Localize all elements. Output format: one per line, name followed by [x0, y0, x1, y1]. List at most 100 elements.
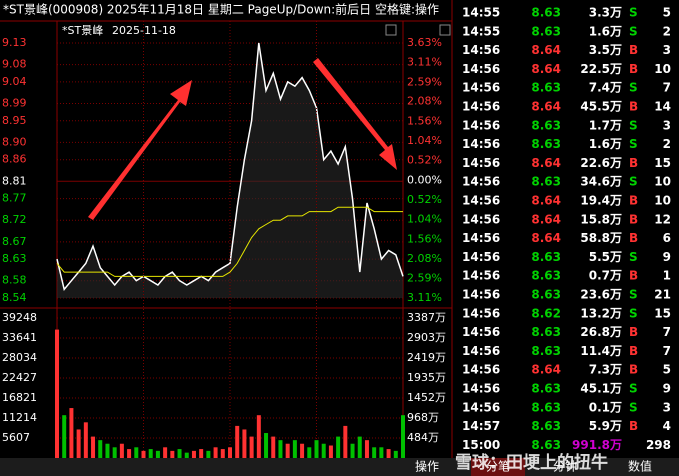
volume-bar	[350, 443, 355, 458]
trade-price: 8.62	[531, 306, 561, 320]
trade-count: 10	[654, 62, 671, 76]
y-tick-label: 8.67	[2, 235, 27, 248]
trade-volume: 1.6万	[589, 137, 622, 151]
trade-volume: 3.5万	[589, 43, 622, 57]
y2-tick-label: 2.59%	[407, 271, 442, 284]
trade-time: 14:56	[462, 382, 500, 396]
trade-side: B	[629, 194, 638, 208]
volume-bar	[285, 443, 290, 458]
trade-side: B	[629, 269, 638, 283]
trade-time: 14:56	[462, 212, 500, 226]
trade-count: 10	[654, 175, 671, 189]
tab[interactable]: 数值	[628, 459, 652, 474]
trade-count: 3	[663, 43, 671, 57]
trade-time: 14:56	[462, 269, 500, 283]
trade-side: B	[629, 212, 638, 226]
trade-price: 8.64	[531, 62, 561, 76]
y2-tick-label: 0.52%	[407, 154, 442, 167]
y2-tick-label: 0.00%	[407, 173, 442, 186]
arrow	[313, 58, 397, 170]
trade-time: 15:00	[462, 438, 500, 452]
trade-price: 8.64	[531, 363, 561, 377]
volume-bar	[357, 436, 362, 458]
volume-bar	[55, 329, 59, 458]
trade-side: B	[629, 419, 638, 433]
volume-bar	[206, 450, 211, 458]
y2-tick-label: 1935万	[407, 371, 446, 384]
y-tick-label: 16821	[2, 391, 37, 404]
volume-bar	[199, 449, 204, 458]
volume-bar	[177, 449, 182, 458]
trade-side: S	[629, 250, 638, 264]
trade-volume: 3.3万	[589, 6, 622, 20]
volume-bar	[343, 425, 348, 458]
volume-bar	[314, 440, 319, 458]
trade-count: 15	[654, 306, 671, 320]
trade-price: 8.63	[531, 24, 561, 38]
y2-tick-label: 1452万	[407, 391, 446, 404]
trade-side: B	[629, 325, 638, 339]
trade-count: 4	[663, 419, 671, 433]
trade-price: 8.63	[531, 325, 561, 339]
y-tick-label: 8.63	[2, 252, 27, 265]
window-button[interactable]	[439, 24, 451, 36]
trade-count: 15	[654, 156, 671, 170]
trade-time: 14:56	[462, 194, 500, 208]
tab[interactable]: 分笔	[486, 459, 510, 474]
trade-count: 2	[663, 24, 671, 38]
trade-time: 14:56	[462, 325, 500, 339]
trade-volume: 45.1万	[580, 382, 622, 396]
y-tick-label: 39248	[2, 311, 37, 324]
trade-side: S	[629, 118, 638, 132]
volume-bar	[105, 443, 110, 458]
y-tick-label: 8.77	[2, 192, 27, 205]
y2-tick-label: 1.56%	[407, 114, 442, 127]
tab[interactable]: 分钟	[553, 459, 577, 474]
trade-time: 14:56	[462, 156, 500, 170]
volume-bar	[91, 436, 96, 458]
trade-side: S	[629, 81, 638, 95]
y2-tick-label: 2.59%	[407, 75, 442, 88]
trade-volume: 22.6万	[580, 156, 622, 170]
trade-price: 8.63	[531, 288, 561, 302]
y-tick-label: 9.04	[2, 75, 27, 88]
trade-side: B	[629, 43, 638, 57]
trade-count: 10	[654, 194, 671, 208]
trade-volume: 58.8万	[580, 231, 622, 245]
y-tick-label: 8.99	[2, 97, 27, 110]
trade-count: 3	[663, 118, 671, 132]
trade-count: 9	[663, 250, 671, 264]
trade-price: 8.63	[531, 175, 561, 189]
price-line	[56, 42, 404, 292]
trade-time: 14:56	[462, 306, 500, 320]
volume-bar	[62, 415, 67, 458]
trade-side: S	[629, 382, 638, 396]
trade-time: 14:56	[462, 137, 500, 151]
volume-bar	[127, 449, 132, 458]
volume-bar	[83, 422, 88, 458]
trade-volume: 7.3万	[589, 363, 622, 377]
volume-bar	[213, 447, 218, 458]
volume-bar	[220, 449, 225, 458]
volume-bar	[191, 450, 196, 458]
window-button[interactable]	[385, 24, 397, 36]
volume-bar	[228, 447, 232, 458]
trade-side: S	[629, 24, 638, 38]
volume-bar	[328, 445, 333, 458]
y-tick-label: 5607	[2, 431, 30, 444]
trade-side: S	[629, 400, 638, 414]
trade-price: 8.64	[531, 194, 561, 208]
trade-count: 7	[663, 81, 671, 95]
trade-count: 298	[646, 438, 671, 452]
volume-bar	[364, 440, 369, 458]
trade-side: S	[629, 6, 638, 20]
y2-tick-label: 0.52%	[407, 193, 442, 206]
y2-tick-label: 2419万	[407, 351, 446, 364]
y2-tick-label: 3.11%	[407, 291, 442, 304]
volume-bar	[249, 436, 254, 458]
y2-tick-label: 2.08%	[407, 252, 442, 265]
y-tick-label: 8.86	[2, 153, 27, 166]
y2-tick-label: 1.56%	[407, 232, 442, 245]
y-tick-label: 22427	[2, 371, 37, 384]
y2-tick-label: 1.04%	[407, 134, 442, 147]
